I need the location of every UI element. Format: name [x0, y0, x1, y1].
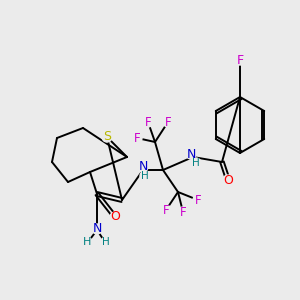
Text: F: F — [180, 206, 186, 218]
Text: F: F — [163, 203, 169, 217]
Circle shape — [163, 117, 173, 127]
Text: H: H — [141, 171, 149, 181]
Text: N: N — [92, 223, 102, 236]
Circle shape — [186, 149, 196, 159]
Circle shape — [110, 212, 120, 222]
Circle shape — [82, 237, 92, 247]
Circle shape — [92, 224, 102, 234]
Text: H: H — [192, 158, 200, 168]
Circle shape — [138, 162, 148, 172]
Circle shape — [191, 158, 201, 168]
Circle shape — [161, 205, 171, 215]
Circle shape — [143, 117, 153, 127]
Text: F: F — [134, 131, 140, 145]
Text: O: O — [223, 173, 233, 187]
Circle shape — [235, 55, 245, 65]
Text: N: N — [186, 148, 196, 160]
Text: F: F — [195, 194, 201, 206]
Circle shape — [178, 207, 188, 217]
Text: F: F — [165, 116, 171, 128]
Text: O: O — [110, 211, 120, 224]
Circle shape — [102, 132, 112, 142]
Text: H: H — [83, 237, 91, 247]
Circle shape — [223, 175, 233, 185]
Text: F: F — [236, 53, 244, 67]
Text: F: F — [145, 116, 151, 128]
Text: S: S — [103, 130, 111, 143]
Text: H: H — [102, 237, 110, 247]
Circle shape — [193, 195, 203, 205]
Circle shape — [132, 133, 142, 143]
Circle shape — [140, 171, 150, 181]
Text: N: N — [138, 160, 148, 173]
Circle shape — [101, 237, 111, 247]
